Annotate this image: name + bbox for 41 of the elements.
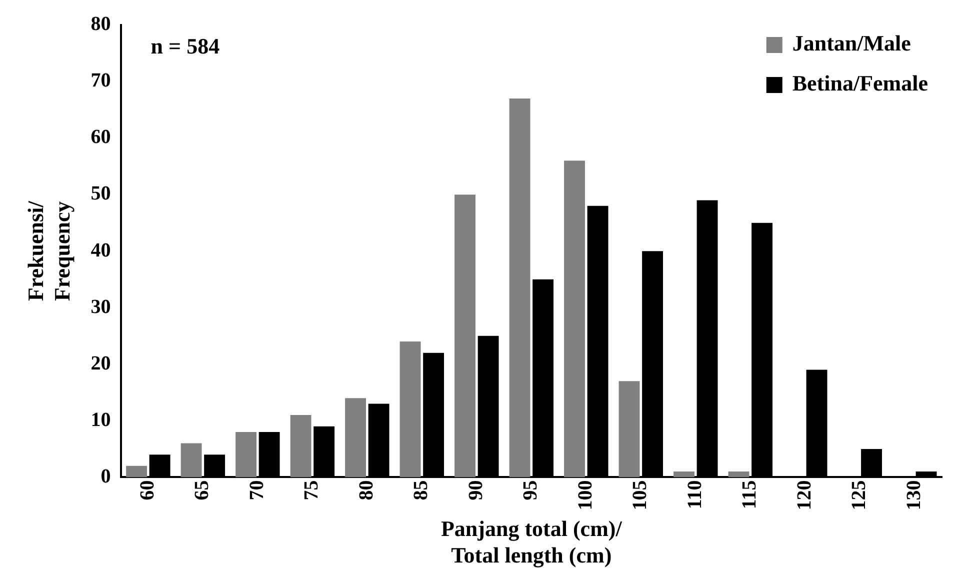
bar — [618, 381, 640, 478]
y-tick-label: 0 — [100, 465, 111, 488]
x-tick-label: 95 — [520, 480, 542, 500]
x-tick-label: 115 — [738, 480, 761, 510]
x-tick-label: 60 — [136, 480, 158, 500]
y-tick-label: 50 — [90, 182, 111, 205]
x-tick-label: 75 — [300, 480, 323, 500]
bar — [674, 472, 694, 478]
x-tick-label: 70 — [246, 480, 268, 500]
bar — [728, 472, 750, 478]
y-tick-label: 70 — [90, 70, 111, 92]
y-axis-title: Frekuensi/ Frequency — [22, 200, 74, 302]
y-tick-label: 80 — [90, 13, 111, 36]
x-tick-label: 120 — [793, 480, 816, 510]
legend-label: Betina/Female — [792, 70, 928, 96]
y-tick-label: 60 — [90, 126, 111, 148]
y-tick-label: 30 — [90, 296, 111, 318]
x-tick-label: 110 — [684, 480, 706, 510]
bar — [126, 466, 148, 478]
x-tick-label: 65 — [191, 480, 214, 500]
bar — [454, 194, 476, 478]
bar — [400, 342, 421, 478]
y-tick-label: 20 — [90, 352, 111, 374]
bar — [236, 432, 257, 478]
bar — [345, 398, 366, 478]
annotation: n = 584 — [150, 34, 220, 59]
x-tick-label: 80 — [355, 480, 378, 500]
x-tick-label: 105 — [629, 480, 652, 510]
bar — [509, 98, 530, 478]
y-tick-label: 10 — [90, 408, 111, 431]
x-tick-label: 90 — [464, 480, 487, 500]
legend-label: Jantan/Male — [792, 30, 912, 56]
x-tick-label: 85 — [410, 480, 432, 500]
bar — [290, 415, 312, 478]
bar — [180, 443, 202, 478]
x-axis-title: Panjang total (cm)/ Total length (cm) — [440, 516, 623, 568]
y-tick-label: 40 — [90, 239, 111, 262]
x-tick-label: 100 — [574, 480, 596, 510]
bar — [564, 160, 585, 478]
x-tick-label: 125 — [848, 480, 870, 510]
x-tick-label: 130 — [902, 480, 925, 510]
